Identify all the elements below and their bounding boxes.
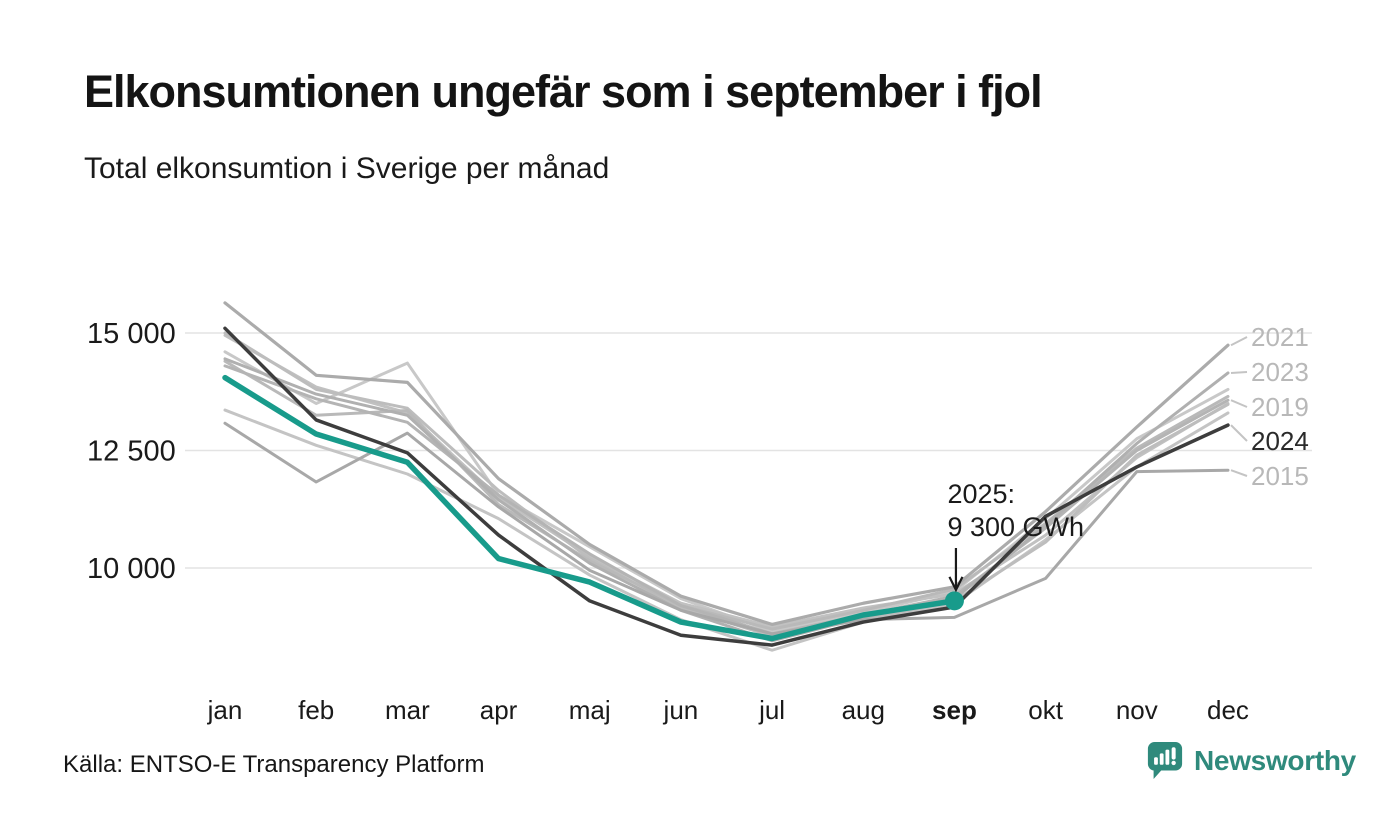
svg-text:aug: aug [842,695,885,725]
svg-text:jan: jan [207,695,243,725]
svg-text:okt: okt [1028,695,1063,725]
svg-text:nov: nov [1116,695,1158,725]
svg-text:10 000: 10 000 [87,553,176,585]
page-title: Elkonsumtionen ungefär som i september i… [84,66,1043,117]
series-lines [222,301,1230,652]
line-2021 [223,301,1230,627]
source-note: Källa: ENTSO-E Transparency Platform [63,751,485,778]
year-end-labels: 2019 2023 2015 2021 2024 [1230,322,1309,491]
svg-text:jul: jul [758,695,785,725]
line-2018 [223,350,1230,633]
year-label-2015: 2015 [1251,461,1309,491]
year-label-2024: 2024 [1251,426,1309,456]
svg-text:9 300 GWh: 9 300 GWh [947,512,1084,542]
x-axis-labels: jan feb mar apr maj jun jul aug sep okt nov dec [207,695,1249,725]
svg-text:sep: sep [932,695,977,725]
svg-text:mar: mar [385,695,430,725]
svg-text:dec: dec [1207,695,1249,725]
svg-text:feb: feb [298,695,334,725]
newsworthy-logo: Newsworthy [1146,740,1356,782]
endpoint-dot-2025 [944,591,964,611]
svg-text:apr: apr [480,695,518,725]
annotation-2025: 2025:9 300 GWh [947,479,1084,593]
svg-text:12 500: 12 500 [87,436,176,468]
svg-text:jun: jun [663,695,699,725]
line-2023 [223,357,1230,643]
line-2019 [223,364,1230,636]
year-label-2019: 2019 [1251,392,1309,422]
svg-text:2025:: 2025: [947,479,1015,509]
y-axis-labels: 15 000 12 500 10 000 [87,318,176,585]
newsworthy-wordmark: Newsworthy [1194,745,1356,776]
line-2015 [223,421,1230,636]
year-label-2021: 2021 [1251,322,1309,352]
newsworthy-speech-bubble-barchart-icon [1146,740,1184,782]
svg-text:15 000: 15 000 [87,318,176,350]
year-label-2023: 2023 [1251,357,1309,387]
line-2016 [223,333,1230,629]
line-2025 [222,374,958,642]
line-2024 [223,326,1230,647]
svg-text:maj: maj [569,695,611,725]
page-subtitle: Total elkonsumtion i Sverige per månad [84,152,610,185]
